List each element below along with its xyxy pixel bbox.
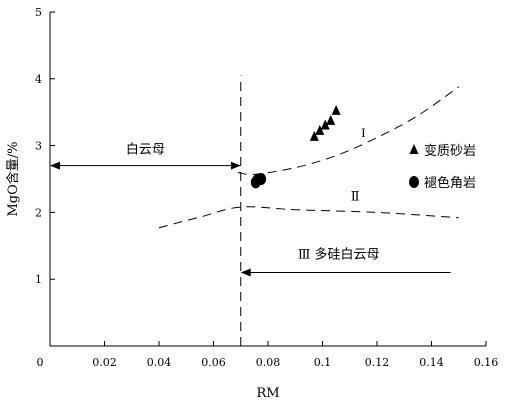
region-label-ii: Ⅱ [351,189,360,204]
triangle-point [326,114,336,125]
annotation-muscovite: 白云母 [126,142,165,158]
axes [49,12,486,347]
region-label-i: I [361,125,365,140]
x-tick-label: 0.04 [147,356,172,369]
data-points [250,104,341,189]
x-tick-label: 0.02 [92,356,117,369]
ticks: 0 0.02 0.04 0.06 0.08 0.1 0.12 0.14 0.16 1 2 3 4 5 [35,6,498,369]
x-tick-label: 0.12 [365,356,390,369]
legend: 变质砂岩 褪色角岩 [409,143,476,191]
annotation-phengite: Ⅲ 多硅白云母 [298,247,380,263]
y-tick-label: 1 [35,273,42,286]
x-tick-label: 0.06 [201,356,226,369]
y-tick-label: 3 [35,140,42,153]
y-tick-label: 2 [35,206,42,219]
legend-triangle-marker [409,144,419,154]
triangle-point [320,119,330,130]
y-tick-label: 5 [35,6,42,19]
legend-label-hornfels: 褪色角岩 [424,175,476,191]
y-axis-title: MgO含量/% [5,141,21,216]
triangle-point [309,130,319,141]
boundary-line-1 [237,86,460,175]
x-tick-label: 0.1 [314,356,332,369]
x-tick-label: 0.16 [474,356,499,369]
arrows [50,161,451,277]
circle-point [256,173,267,185]
y-tick-label: 4 [35,73,42,86]
triangle-point [315,124,325,135]
boundary-line-2 [158,206,459,229]
x-axis-title: RM [256,386,279,401]
legend-circle-marker [409,176,419,188]
x-tick-label: 0 [37,356,44,369]
triangle-point [331,104,341,115]
x-tick-label: 0.08 [256,356,281,369]
x-tick-label: 0.14 [419,356,444,369]
boundary-lines [158,75,460,346]
legend-label-metasandstone: 变质砂岩 [424,143,476,159]
